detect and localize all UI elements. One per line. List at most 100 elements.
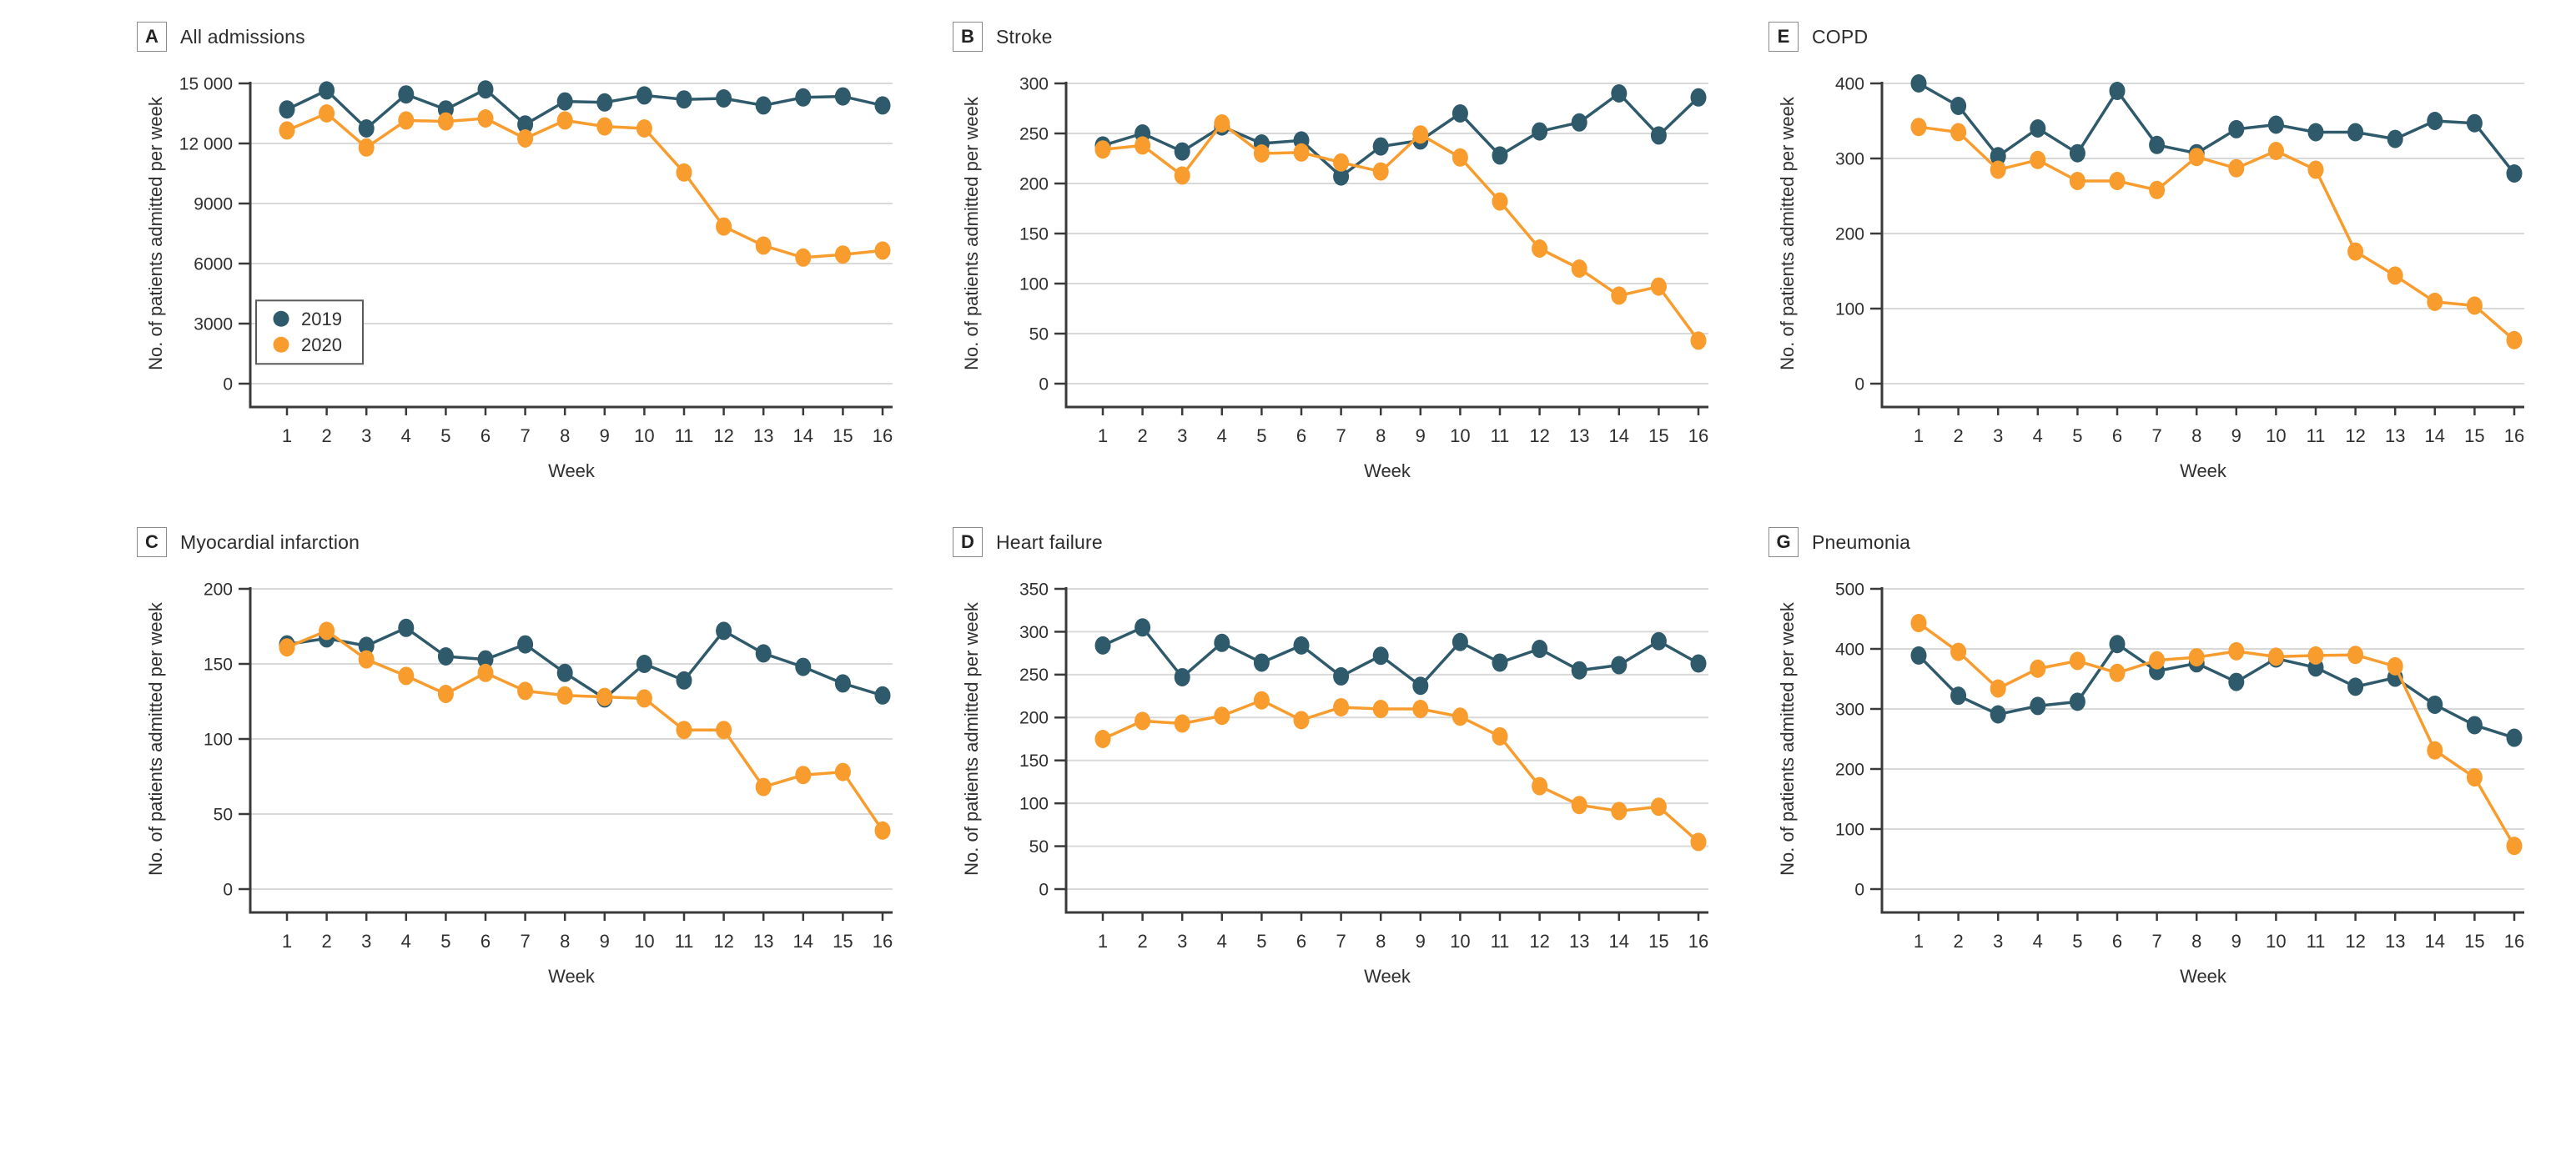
svg-text:15: 15 (1648, 425, 1668, 446)
panel-label-box: C (137, 527, 167, 557)
svg-text:2: 2 (1953, 425, 1963, 446)
svg-text:400: 400 (1835, 640, 1864, 659)
svg-text:200: 200 (1835, 760, 1864, 779)
svg-text:Week: Week (548, 460, 596, 481)
svg-text:16: 16 (2504, 425, 2524, 446)
svg-text:4: 4 (1217, 931, 1227, 952)
svg-text:5: 5 (1256, 425, 1266, 446)
svg-text:6000: 6000 (194, 254, 233, 274)
svg-text:13: 13 (753, 425, 773, 446)
svg-text:14: 14 (2425, 425, 2445, 446)
svg-text:7: 7 (2151, 931, 2161, 952)
svg-text:No. of patients admitted per w: No. of patients admitted per week (961, 601, 982, 876)
svg-text:7: 7 (2151, 425, 2161, 446)
svg-text:1: 1 (1098, 931, 1108, 952)
panel-label-box: E (1768, 22, 1799, 52)
svg-text:50: 50 (1029, 837, 1049, 857)
svg-text:7: 7 (520, 425, 530, 446)
svg-text:14: 14 (793, 425, 813, 446)
svg-text:150: 150 (1019, 751, 1049, 771)
svg-text:2: 2 (1953, 931, 1963, 952)
svg-text:12 000: 12 000 (179, 134, 233, 153)
svg-text:0: 0 (223, 880, 233, 899)
series-2019 (1910, 74, 2523, 183)
panel-pneumonia: G Pneumonia 0 100 200 300 400 500 1 2 3 4 5 6 7 8 9 10 1… (1757, 524, 2558, 998)
svg-text:2019: 2019 (301, 309, 342, 329)
svg-text:8: 8 (2191, 931, 2201, 952)
series-2020 (279, 621, 891, 840)
panel-title: COPD (1812, 25, 1869, 48)
svg-text:16: 16 (1688, 931, 1708, 952)
svg-text:6: 6 (480, 425, 491, 446)
svg-text:15: 15 (1648, 931, 1668, 952)
svg-text:300: 300 (1019, 623, 1049, 642)
svg-text:1: 1 (282, 425, 292, 446)
panel-label-box: G (1768, 527, 1799, 557)
panel-title: All admissions (180, 25, 305, 48)
svg-text:11: 11 (675, 931, 694, 952)
svg-text:250: 250 (1019, 124, 1049, 143)
svg-text:15: 15 (833, 931, 853, 952)
svg-text:1: 1 (1914, 425, 1924, 446)
svg-text:250: 250 (1019, 666, 1049, 685)
panel-myocardial-infarction: C Myocardial infarction 0 50 100 150 200 1 2 3 4… (125, 524, 926, 998)
svg-text:14: 14 (793, 931, 813, 952)
series-2019 (279, 80, 891, 138)
svg-text:No. of patients admitted per w: No. of patients admitted per week (1777, 96, 1798, 370)
svg-text:6: 6 (480, 931, 491, 952)
svg-text:6: 6 (1296, 931, 1306, 952)
svg-text:1: 1 (1098, 425, 1108, 446)
panel-header: E COPD (1768, 18, 2558, 55)
svg-text:200: 200 (1019, 709, 1049, 728)
svg-text:350: 350 (1019, 580, 1049, 599)
svg-text:15 000: 15 000 (179, 74, 233, 93)
svg-text:6: 6 (2112, 931, 2122, 952)
svg-text:11: 11 (2307, 425, 2326, 446)
svg-text:9: 9 (1416, 931, 1426, 952)
gridlines (1882, 83, 2524, 384)
svg-text:8: 8 (2191, 425, 2201, 446)
legend: 2019 2020 (255, 299, 364, 365)
svg-text:11: 11 (675, 425, 694, 446)
gridlines (250, 588, 893, 890)
panel-all-admissions: A All admissions 0 3000 6000 9000 12 000 15 0… (125, 18, 926, 492)
svg-text:10: 10 (1450, 425, 1470, 446)
svg-text:6: 6 (2112, 425, 2122, 446)
svg-text:16: 16 (873, 931, 893, 952)
svg-text:2: 2 (321, 931, 331, 952)
svg-text:Week: Week (1364, 966, 1411, 987)
svg-text:3: 3 (361, 425, 371, 446)
svg-text:5: 5 (2072, 425, 2082, 446)
svg-text:No. of patients admitted per w: No. of patients admitted per week (145, 96, 166, 370)
svg-text:11: 11 (2307, 931, 2326, 952)
series-2020 (1910, 614, 2523, 856)
svg-text:100: 100 (1835, 820, 1864, 839)
svg-text:100: 100 (1835, 299, 1864, 319)
panel-stroke: B Stroke 0 50 100 150 200 250 300 1 2 3 4 5 6 7 8 9 10 11… (941, 18, 1742, 492)
svg-text:Week: Week (2180, 460, 2227, 481)
panel-title: Pneumonia (1812, 530, 1911, 553)
svg-text:0: 0 (1039, 374, 1049, 394)
svg-text:9000: 9000 (194, 194, 233, 214)
svg-text:2: 2 (321, 425, 331, 446)
svg-text:1: 1 (1914, 931, 1924, 952)
gridlines (1066, 588, 1708, 890)
svg-text:100: 100 (1019, 794, 1049, 813)
svg-text:50: 50 (214, 805, 233, 824)
svg-text:5: 5 (1256, 931, 1266, 952)
panel-header: C Myocardial infarction (137, 524, 926, 560)
svg-text:11: 11 (1491, 425, 1510, 446)
svg-text:0: 0 (1039, 880, 1049, 899)
svg-text:15: 15 (2464, 931, 2484, 952)
svg-text:100: 100 (204, 730, 233, 749)
svg-text:7: 7 (1336, 931, 1346, 952)
